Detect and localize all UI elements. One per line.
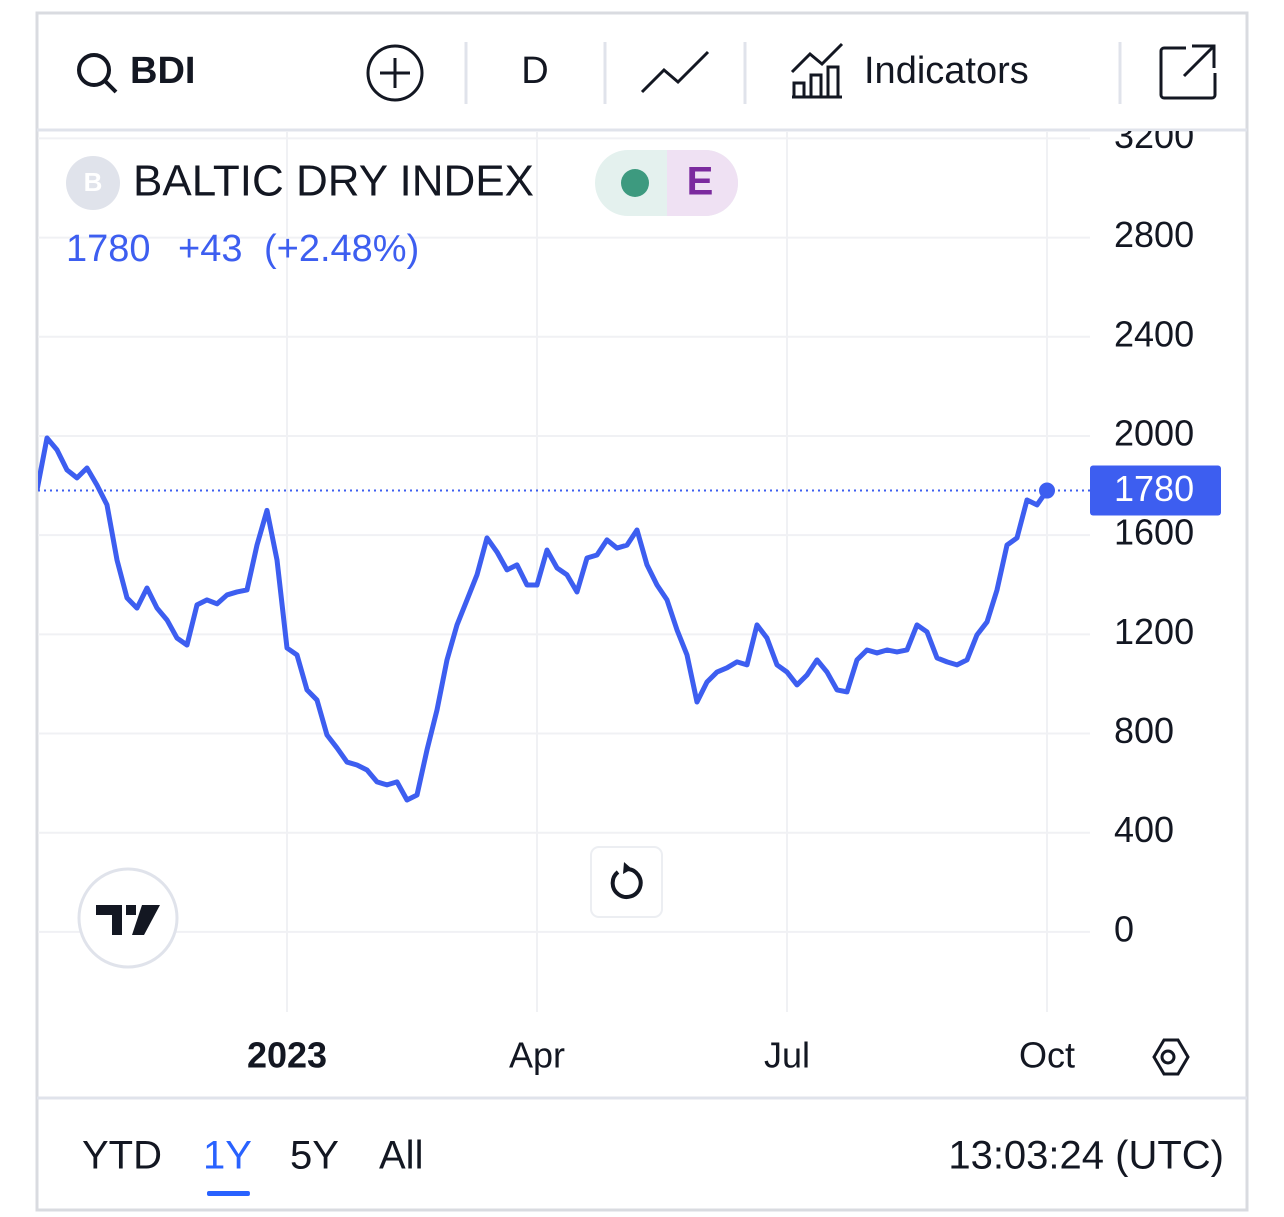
range-buttons: YTD 1Y 5Y All (82, 1134, 423, 1196)
y-tick-label: 3200 (1114, 115, 1194, 156)
search-icon (77, 53, 111, 87)
clock: 13:03:24 (UTC) (948, 1134, 1224, 1178)
reset-icon (610, 867, 643, 899)
indicators-button[interactable]: Indicators (790, 42, 1029, 99)
range-selected-underline (207, 1191, 250, 1196)
x-tick-label: 2023 (247, 1035, 327, 1076)
price-badge (1090, 465, 1221, 516)
indicators-label: Indicators (864, 50, 1029, 92)
search-icon (103, 79, 118, 94)
plot: 0 400 800 1200 1600 2000 2400 2800 3200 2023 Apr Ju… (38, 115, 1221, 1076)
y-tick-label: 2800 (1114, 214, 1194, 255)
plus-icon (380, 58, 410, 88)
symbol-logo-letter: B (84, 167, 103, 197)
indicators-icon (790, 42, 844, 99)
y-tick-label: 2000 (1114, 413, 1194, 454)
interval-button[interactable]: D (521, 50, 548, 92)
x-tick-label: Apr (509, 1035, 565, 1076)
badge-letter: E (687, 160, 714, 204)
y-tick-label: 400 (1114, 809, 1174, 850)
settings-button[interactable] (1152, 1038, 1190, 1076)
tradingview-logo (96, 905, 160, 935)
symbol-logo (66, 156, 120, 210)
price-change: +43 (178, 228, 242, 270)
compare-button[interactable] (366, 44, 424, 102)
plus-icon (366, 44, 424, 102)
settings-icon (1160, 1049, 1176, 1065)
reset-button[interactable] (590, 846, 663, 918)
status-badge (667, 150, 738, 216)
market-status-dot (621, 169, 649, 197)
chart-type-button[interactable] (640, 50, 710, 94)
price-change-pct: (+2.48%) (264, 228, 419, 270)
range-button[interactable]: 1Y (203, 1134, 252, 1178)
series-name: BALTIC DRY INDEX (133, 157, 534, 206)
x-tick-label: Oct (1019, 1035, 1075, 1076)
popout-button[interactable] (1159, 44, 1217, 100)
price-badge-label: 1780 (1114, 468, 1194, 509)
y-tick-label: 1600 (1114, 512, 1194, 553)
last-point (1039, 482, 1055, 499)
y-tick-label: 2400 (1114, 313, 1194, 354)
symbol-search[interactable]: BDI (77, 50, 195, 94)
y-tick-label: 0 (1114, 908, 1134, 949)
symbol: BDI (130, 50, 195, 92)
last-price: 1780 (66, 228, 151, 270)
tradingview-logo[interactable] (77, 867, 179, 969)
y-tick-label: 1200 (1114, 611, 1194, 652)
y-tick-label: 800 (1114, 710, 1174, 751)
range-button[interactable]: All (379, 1134, 423, 1178)
x-tick-label: Jul (764, 1035, 810, 1076)
range-button[interactable]: 5Y (290, 1134, 339, 1178)
price-line (38, 435, 1050, 803)
reset-icon (623, 862, 632, 874)
range-button[interactable]: YTD (82, 1134, 162, 1178)
